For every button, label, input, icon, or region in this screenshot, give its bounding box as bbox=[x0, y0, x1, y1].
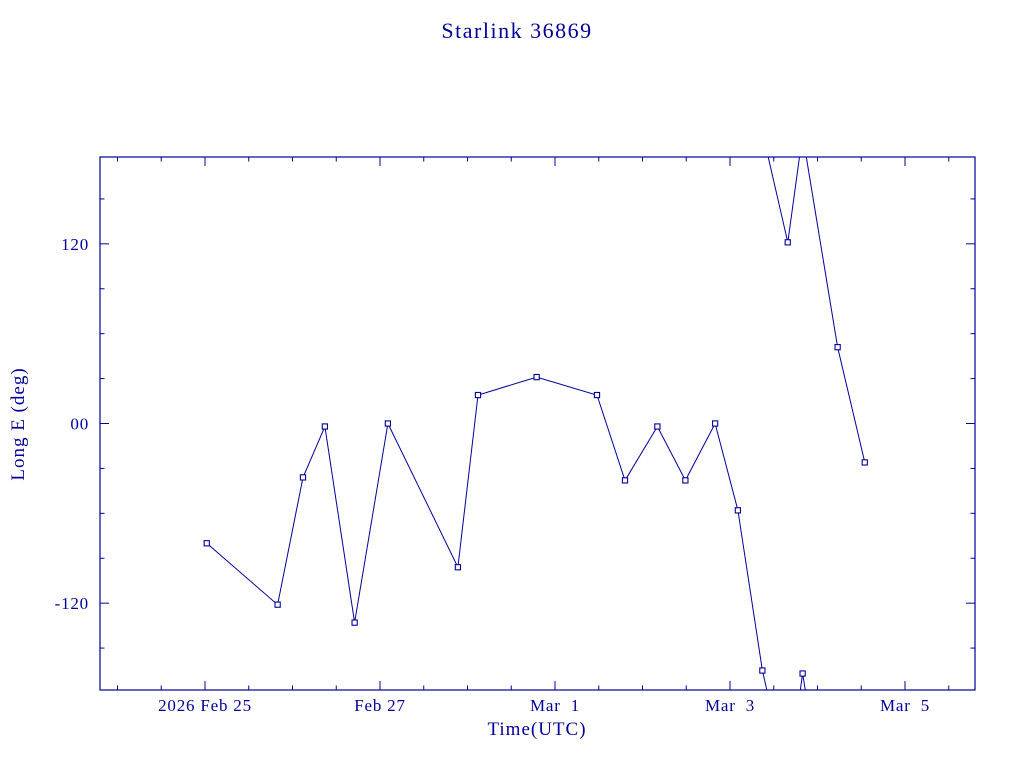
data-point-marker bbox=[711, 420, 719, 427]
data-point-marker bbox=[734, 507, 742, 514]
chart-title: Starlink 36869 bbox=[441, 18, 592, 43]
series-line bbox=[767, 157, 800, 243]
plot-frame bbox=[99, 156, 976, 691]
y-tick-label: -120 bbox=[55, 594, 89, 613]
data-series bbox=[203, 157, 868, 690]
data-point-marker bbox=[861, 459, 868, 466]
series-line bbox=[206, 376, 768, 690]
plot-border bbox=[99, 156, 976, 691]
data-point-marker bbox=[593, 391, 601, 399]
y-axis-label: Long E (deg) bbox=[8, 367, 29, 480]
y-tick-label: 00 bbox=[70, 415, 89, 434]
data-point-marker bbox=[682, 477, 689, 484]
x-tick-label: Mar 1 bbox=[530, 696, 580, 715]
data-point-marker bbox=[351, 619, 358, 626]
data-point-marker bbox=[834, 343, 841, 351]
x-tick-label: Feb 27 bbox=[354, 696, 406, 715]
series-line bbox=[805, 157, 866, 463]
x-tick-label: 2026 Feb 25 bbox=[158, 696, 252, 715]
x-axis-label: Time(UTC) bbox=[487, 719, 586, 740]
data-point-marker bbox=[621, 477, 629, 484]
data-point-marker bbox=[454, 564, 462, 571]
x-tick-label: Mar 3 bbox=[705, 696, 755, 715]
data-point-marker bbox=[784, 239, 791, 246]
x-tick-label: Mar 5 bbox=[880, 696, 930, 715]
data-point-marker bbox=[654, 423, 661, 430]
data-point-marker bbox=[299, 474, 307, 481]
data-point-marker bbox=[384, 420, 392, 427]
data-point-marker bbox=[474, 391, 482, 399]
data-point-marker bbox=[321, 423, 329, 430]
data-point-marker bbox=[533, 373, 540, 381]
axis-ticks bbox=[100, 157, 975, 690]
y-tick-label: 120 bbox=[61, 235, 89, 254]
data-point-marker bbox=[799, 670, 806, 677]
axis-tick-labels: 2026 Feb 25 Feb 27 Mar 1 Mar 3 Mar 5 -120 00 12… bbox=[55, 235, 930, 715]
data-point-marker bbox=[203, 540, 210, 547]
data-point-marker bbox=[274, 601, 281, 608]
data-point-marker bbox=[759, 667, 766, 674]
